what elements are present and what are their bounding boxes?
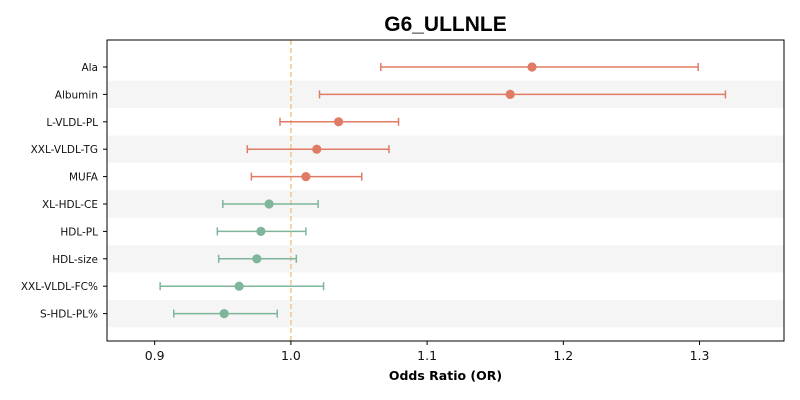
x-tick-label: 1.0 <box>281 348 301 363</box>
y-tick-label: MUFA <box>69 172 99 184</box>
estimate-point <box>505 89 515 99</box>
estimate-point <box>301 172 311 182</box>
y-axis-labels: Ala Albumin L-VLDL-PL XXL-VLDL-TG MUFA XL-HDL… <box>21 62 107 321</box>
estimate-point <box>312 144 322 154</box>
y-tick-label: XXL-VLDL-TG <box>31 144 98 156</box>
estimate-point <box>219 309 229 319</box>
y-tick-label: Ala <box>81 62 98 74</box>
y-tick-label: XXL-VLDL-FC% <box>21 281 98 293</box>
row-band <box>107 190 784 218</box>
y-tick-label: S-HDL-PL% <box>40 309 98 321</box>
y-tick-label: HDL-PL <box>60 226 98 238</box>
chart-title: G6_ULLNLE <box>384 13 507 36</box>
plot-frame <box>106 39 785 342</box>
estimate-point <box>333 117 344 127</box>
estimate-point <box>527 62 537 72</box>
estimate-marks <box>159 62 727 319</box>
x-tick-label: 1.2 <box>553 348 573 363</box>
x-tick-label: 1.3 <box>690 348 710 363</box>
x-tick-label: 1.1 <box>417 348 437 363</box>
estimate-point <box>234 281 244 291</box>
y-tick-label: HDL-size <box>52 254 98 266</box>
row-band <box>107 135 784 163</box>
estimate-point <box>264 199 274 209</box>
row-band <box>107 245 784 273</box>
x-axis-ticks: 0.9 1.0 1.1 1.2 1.3 <box>145 341 710 363</box>
row-bands <box>107 80 784 328</box>
y-tick-label: L-VLDL-PL <box>46 117 98 129</box>
y-tick-label: XL-HDL-CE <box>42 199 98 211</box>
estimate-point <box>256 226 266 236</box>
x-tick-label: 0.9 <box>145 348 165 363</box>
y-tick-label: Albumin <box>55 89 98 101</box>
x-axis-label: Odds Ratio (OR) <box>389 368 502 383</box>
estimate-point <box>252 254 262 264</box>
